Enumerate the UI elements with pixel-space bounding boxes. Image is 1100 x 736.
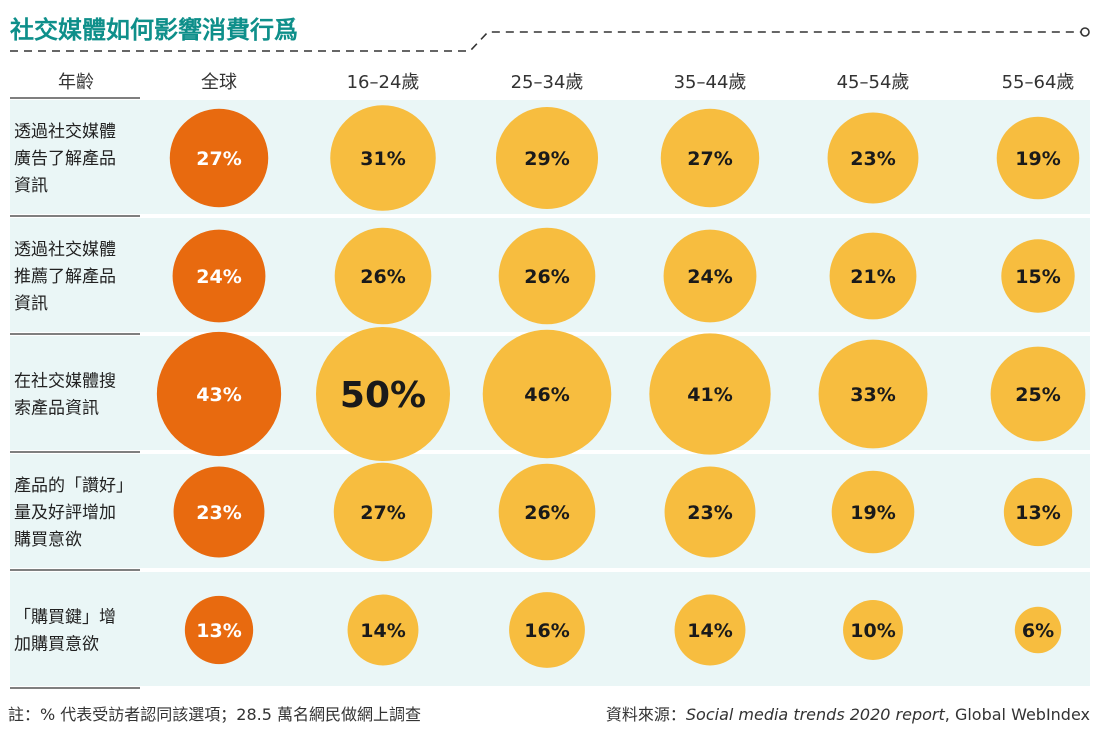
- column-header: 16–24歲: [347, 72, 420, 93]
- bubble-age-group: [482, 329, 612, 459]
- value-label: 29%: [524, 148, 569, 170]
- source-report-title: Social media trends 2020 report: [686, 705, 946, 724]
- bubble-age-group: [316, 327, 450, 461]
- value-label: 33%: [850, 384, 895, 406]
- value-label: 27%: [360, 502, 405, 524]
- value-label: 19%: [850, 502, 895, 524]
- bubbles: 27% 31% 29% 27% 23% 19% 24% 26% 26% 24% 21% 15% 43% 5…: [156, 105, 1086, 668]
- value-label: 26%: [524, 502, 569, 524]
- row-label-line: 推薦了解產品: [14, 267, 116, 287]
- bubble-age-group: [334, 227, 432, 325]
- bubble-age-group: [333, 462, 433, 562]
- value-label: 25%: [1015, 384, 1060, 406]
- row-label-line: 透過社交媒體: [14, 240, 116, 260]
- column-headers: 全球 16–24歲 25–34歲 35–44歲 45–54歲 55–64歲: [201, 72, 1074, 93]
- row-label-line: 產品的「讚好」: [14, 476, 133, 496]
- column-header: 45–54歲: [837, 72, 910, 93]
- bubble-age-group: [1003, 477, 1073, 547]
- title-underline: [10, 31, 1082, 52]
- value-label: 6%: [1022, 620, 1054, 642]
- value-label: 10%: [850, 620, 895, 642]
- column-header: 25–34歲: [511, 72, 584, 93]
- source-suffix: , Global WebIndex: [945, 705, 1090, 724]
- bubble-global: [173, 466, 265, 558]
- value-label: 14%: [360, 620, 405, 642]
- value-label: 27%: [196, 148, 241, 170]
- value-label: 14%: [687, 620, 732, 642]
- row-label-line: 購買意欲: [14, 530, 82, 550]
- value-label: 21%: [850, 266, 895, 288]
- row-label-line: 資訊: [14, 176, 48, 196]
- bubble-age-group: [664, 466, 756, 558]
- value-label: 19%: [1015, 148, 1060, 170]
- bubble-age-group: [818, 339, 928, 449]
- bubble-age-group: [1001, 239, 1075, 313]
- row-label-line: 索產品資訊: [14, 399, 99, 419]
- row-label-line: 廣告了解產品: [14, 149, 116, 169]
- value-label: 24%: [687, 266, 732, 288]
- bubble-global: [172, 229, 266, 323]
- bubble-age-group: [649, 333, 771, 455]
- footer-note: 註：% 代表受訪者認同該選項；28.5 萬名網民做網上調查: [8, 705, 421, 724]
- title-underline-end-dot: [1080, 27, 1090, 37]
- bubble-age-group: [663, 229, 757, 323]
- row-label-line: 加購買意欲: [14, 635, 99, 655]
- bubble-age-group: [495, 106, 599, 210]
- bubble-age-group: [509, 592, 585, 668]
- bubble-age-group: [660, 108, 760, 208]
- row-label-line: 資訊: [14, 294, 48, 314]
- bubble-age-group: [827, 112, 919, 204]
- bubble-age-group: [347, 594, 419, 666]
- corner-label: 年齡: [58, 72, 94, 93]
- row-label-line: 量及好評增加: [14, 503, 116, 523]
- value-label: 16%: [524, 620, 569, 642]
- value-label: 23%: [850, 148, 895, 170]
- value-label: 26%: [524, 266, 569, 288]
- value-label: 41%: [687, 384, 732, 406]
- value-label: 13%: [196, 620, 241, 642]
- column-header: 全球: [201, 72, 237, 93]
- bubble-global: [184, 595, 254, 665]
- row-label-line: 在社交媒體搜: [14, 372, 116, 392]
- value-label: 15%: [1015, 266, 1060, 288]
- value-label: 13%: [1015, 502, 1060, 524]
- bubble-age-group: [498, 463, 596, 561]
- bubble-age-group: [498, 227, 596, 325]
- bubble-age-group: [829, 232, 917, 320]
- value-label: 43%: [196, 384, 241, 406]
- row-label-line: 透過社交媒體: [14, 122, 116, 142]
- footer-source: 資料來源：Social media trends 2020 report, Gl…: [606, 705, 1090, 724]
- row-labels: 透過社交媒體廣告了解產品資訊透過社交媒體推薦了解產品資訊在社交媒體搜索產品資訊產…: [14, 122, 133, 655]
- value-label: 27%: [687, 148, 732, 170]
- value-label: 50%: [340, 375, 426, 416]
- bubble-age-group: [843, 600, 903, 660]
- bubble-age-group: [831, 470, 915, 554]
- row-label-line: 「購買鍵」增: [14, 608, 116, 628]
- value-label: 31%: [360, 148, 405, 170]
- bubble-age-group: [990, 346, 1086, 442]
- value-label: 24%: [196, 266, 241, 288]
- value-label: 23%: [687, 502, 732, 524]
- bubble-age-group: [674, 594, 746, 666]
- value-label: 26%: [360, 266, 405, 288]
- bubble-global: [169, 108, 269, 208]
- bubble-age-group: [996, 116, 1080, 200]
- value-label: 46%: [524, 384, 569, 406]
- column-header: 35–44歲: [674, 72, 747, 93]
- bubble-age-group: [1014, 606, 1062, 654]
- source-prefix: 資料來源：: [606, 705, 686, 724]
- column-header: 55–64歲: [1002, 72, 1075, 93]
- bubble-global: [156, 331, 282, 457]
- bubble-age-group: [330, 105, 436, 211]
- chart-title: 社交媒體如何影響消費行爲: [10, 16, 298, 44]
- value-label: 23%: [196, 502, 241, 524]
